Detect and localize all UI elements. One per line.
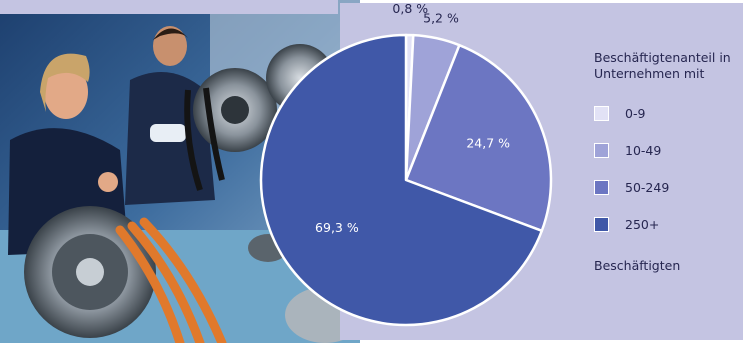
slice-label-250-plus: 69,3 % xyxy=(315,220,359,235)
motor-front-hub xyxy=(76,258,104,286)
slice-label-50-249: 24,7 % xyxy=(466,136,510,151)
legend-label-50-249: 50-249 xyxy=(625,180,670,195)
worker-back-hair xyxy=(153,28,188,40)
legend-label-10-49: 10-49 xyxy=(625,143,662,158)
legend-swatch-0-9 xyxy=(594,106,609,121)
legend-item-50-249: 50-249 xyxy=(594,180,669,195)
legend-item-0-9: 0-9 xyxy=(594,106,645,121)
worker-back-glove xyxy=(150,124,186,142)
orange-cables xyxy=(115,217,227,343)
legend-label-250-plus: 250+ xyxy=(625,217,660,232)
legend-label-0-9: 0-9 xyxy=(625,106,646,121)
motor-center-hub xyxy=(221,96,249,124)
legend-swatch-10-49 xyxy=(594,143,609,158)
black-cables xyxy=(184,87,225,191)
worker-front-hair xyxy=(40,53,90,112)
legend-swatch-250-plus xyxy=(594,217,609,232)
pie-slice-50-249 xyxy=(404,43,553,233)
slice-label-0-9: 0,8 % xyxy=(392,1,428,16)
legend-title: Beschäftigtenanteil in Unternehmen mit xyxy=(594,50,731,81)
worker-front-head xyxy=(44,65,88,119)
worker-front-hand xyxy=(98,172,118,192)
legend: Beschäftigtenanteil in Unternehmen mit 0… xyxy=(594,50,744,273)
legend-footer: Beschäftigten xyxy=(594,258,681,273)
slice-label-10-49: 5,2 % xyxy=(423,11,459,26)
worker-back-head xyxy=(153,26,187,66)
photo-header-band xyxy=(0,0,338,14)
legend-swatch-50-249 xyxy=(594,180,609,195)
workshop-photo xyxy=(0,0,360,343)
legend-item-250-plus: 250+ xyxy=(594,217,659,232)
pie-slice-250-plus xyxy=(259,33,544,327)
legend-item-10-49: 10-49 xyxy=(594,143,661,158)
